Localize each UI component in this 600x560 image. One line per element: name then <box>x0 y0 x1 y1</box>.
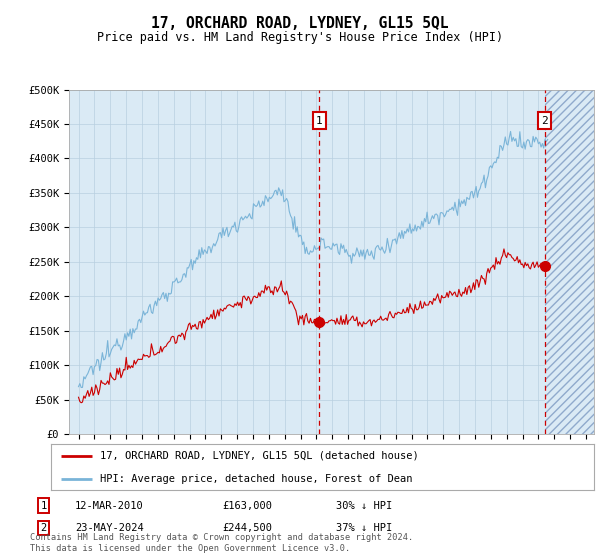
Text: 17, ORCHARD ROAD, LYDNEY, GL15 5QL (detached house): 17, ORCHARD ROAD, LYDNEY, GL15 5QL (deta… <box>100 451 419 460</box>
Text: 1: 1 <box>316 115 323 125</box>
Text: Price paid vs. HM Land Registry's House Price Index (HPI): Price paid vs. HM Land Registry's House … <box>97 31 503 44</box>
Text: 2: 2 <box>541 115 548 125</box>
Text: 17, ORCHARD ROAD, LYDNEY, GL15 5QL: 17, ORCHARD ROAD, LYDNEY, GL15 5QL <box>151 16 449 31</box>
Text: 12-MAR-2010: 12-MAR-2010 <box>75 501 144 511</box>
Text: £244,500: £244,500 <box>222 523 272 533</box>
Text: 2: 2 <box>41 523 47 533</box>
Text: Contains HM Land Registry data © Crown copyright and database right 2024.
This d: Contains HM Land Registry data © Crown c… <box>30 533 413 553</box>
Bar <box>545 90 594 434</box>
Text: 23-MAY-2024: 23-MAY-2024 <box>75 523 144 533</box>
Text: 37% ↓ HPI: 37% ↓ HPI <box>336 523 392 533</box>
Text: 30% ↓ HPI: 30% ↓ HPI <box>336 501 392 511</box>
Text: £163,000: £163,000 <box>222 501 272 511</box>
Text: 1: 1 <box>41 501 47 511</box>
Text: HPI: Average price, detached house, Forest of Dean: HPI: Average price, detached house, Fore… <box>100 474 412 483</box>
